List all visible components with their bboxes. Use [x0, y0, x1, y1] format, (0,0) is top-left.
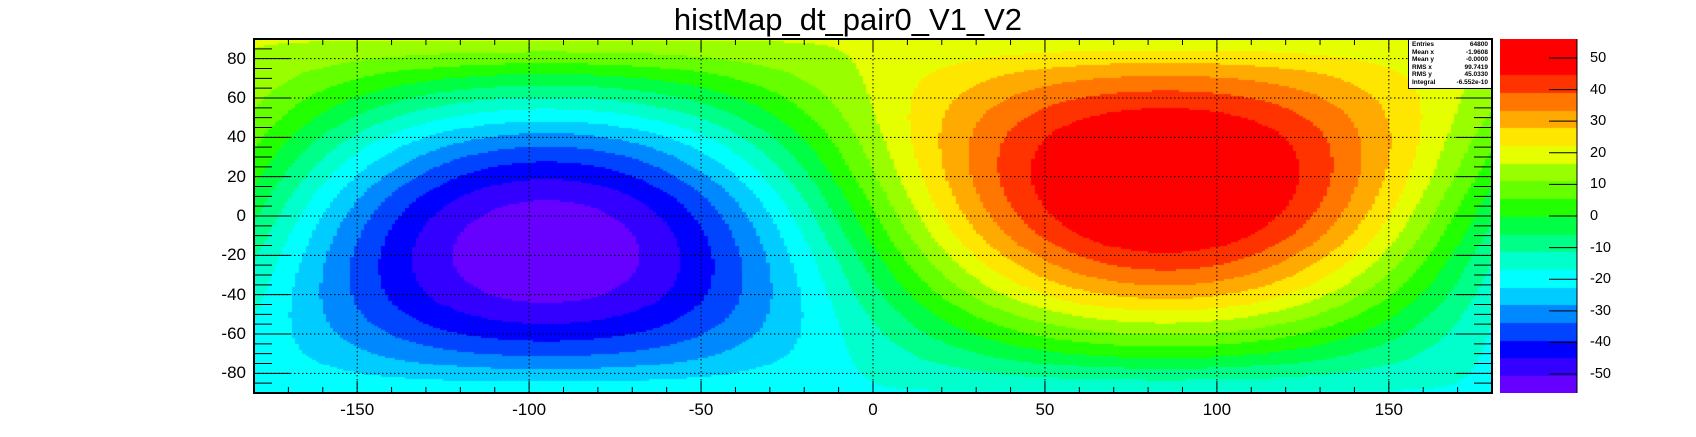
- stats-row-mean-y: Mean y -0.0000: [1412, 56, 1488, 64]
- x-tick-label: 100: [1202, 400, 1232, 419]
- stats-label: Mean y: [1412, 56, 1435, 64]
- stats-value: 45.0330: [1464, 71, 1489, 79]
- stats-label: RMS x: [1412, 63, 1432, 71]
- stats-row-entries: Entries 64800: [1412, 41, 1488, 49]
- stats-row-mean-x: Mean x -1.9608: [1412, 49, 1488, 57]
- x-tick-label: -150: [340, 400, 375, 419]
- heatmap-plot-area: [254, 39, 1492, 393]
- x-tick-label: -100: [512, 400, 547, 419]
- stats-label: Mean x: [1412, 48, 1435, 56]
- palette-tick-label: -40: [1590, 334, 1611, 351]
- y-tick-label: 80: [227, 48, 246, 68]
- color-palette-bar: [1500, 39, 1577, 393]
- palette-tick-label: 50: [1590, 49, 1607, 66]
- x-tick-label: -50: [688, 400, 714, 419]
- palette-tick-label: 40: [1590, 81, 1607, 98]
- stats-row-integral: Integral -6.552e-10: [1412, 79, 1488, 87]
- y-tick-label: -60: [221, 324, 246, 343]
- stats-row-rms-y: RMS y 45.0330: [1412, 71, 1488, 79]
- stats-value: 99.7419: [1464, 63, 1489, 71]
- palette-tick-label: -20: [1590, 271, 1611, 288]
- y-tick-label: 60: [227, 88, 246, 107]
- y-tick-label: -40: [221, 284, 246, 304]
- stats-label: Entries: [1412, 41, 1435, 48]
- palette-tick-label: 0: [1590, 208, 1599, 224]
- x-tick-label: 50: [1035, 400, 1055, 419]
- stats-value: 64800: [1469, 41, 1488, 48]
- palette-tick-label: -30: [1590, 302, 1611, 319]
- palette-tick-label: 30: [1590, 113, 1607, 130]
- heatmap-canvas: [254, 39, 1492, 393]
- stats-label: Integral: [1412, 78, 1436, 86]
- palette-tick-label: -10: [1590, 239, 1611, 256]
- stats-box: Entries 64800 Mean x -1.9608 Mean y -0.0000…: [1408, 39, 1492, 89]
- chart-title: histMap_dt_pair0_V1_V2: [0, 2, 1696, 38]
- y-tick-label: 40: [227, 127, 246, 147]
- stats-label: RMS y: [1412, 71, 1432, 79]
- y-tick-label: 0: [236, 206, 246, 225]
- y-tick-label: -20: [221, 245, 246, 265]
- x-tick-label: 0: [868, 400, 878, 419]
- palette-tick-label: 20: [1590, 144, 1607, 161]
- palette-tick-label: 10: [1590, 176, 1607, 193]
- stats-row-rms-x: RMS x 99.7419: [1412, 64, 1488, 72]
- stats-value: -0.0000: [1465, 56, 1488, 64]
- stats-value: -1.9608: [1465, 48, 1488, 56]
- palette-tick-label: -50: [1590, 366, 1611, 383]
- chart-title-text: histMap_dt_pair0_V1_V2: [673, 2, 1023, 37]
- x-tick-label: 150: [1374, 400, 1404, 419]
- y-tick-label: -80: [221, 363, 246, 383]
- stats-value: -6.552e-10: [1456, 78, 1488, 86]
- y-tick-label: 20: [227, 166, 246, 186]
